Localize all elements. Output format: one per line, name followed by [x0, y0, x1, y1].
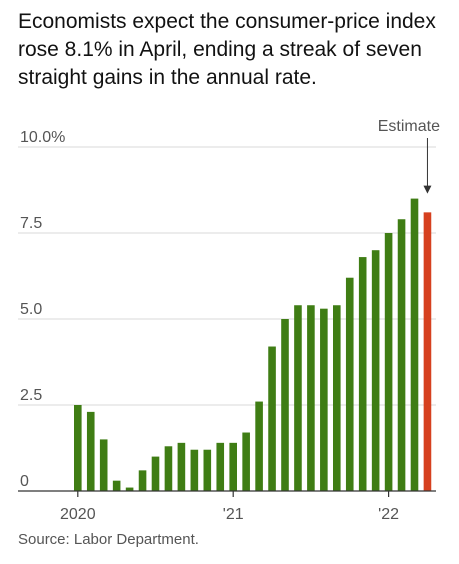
- estimate-arrow-head: [423, 185, 432, 194]
- x-axis: [18, 490, 436, 497]
- bar: [255, 401, 263, 491]
- bar: [333, 305, 341, 491]
- bar: [320, 308, 328, 491]
- bar: [281, 319, 289, 491]
- y-tick-label: 0: [20, 473, 29, 490]
- bar: [384, 233, 393, 491]
- bar: [86, 411, 95, 491]
- bar: [138, 470, 147, 491]
- bar: [164, 446, 173, 491]
- bar: [397, 219, 406, 492]
- bar: [358, 257, 367, 491]
- bar: [371, 250, 380, 491]
- bar: [151, 456, 160, 491]
- x-tick-label: 2020: [60, 506, 96, 523]
- y-axis-tick-labels: 0 2.5 5.0 7.5 10.0%: [20, 129, 65, 490]
- bar: [345, 277, 354, 491]
- estimate-bar: [423, 212, 432, 492]
- bar: [112, 480, 121, 491]
- bar: [294, 305, 302, 491]
- y-tick-label: 10.0%: [20, 129, 65, 146]
- bar: [307, 305, 315, 491]
- x-tick-label: '21: [223, 506, 244, 523]
- bar: [242, 432, 250, 491]
- y-tick-label: 2.5: [20, 387, 42, 404]
- bars: [74, 198, 432, 492]
- bar: [125, 487, 134, 491]
- source-note: Source: Labor Department.: [18, 531, 199, 548]
- bar: [177, 442, 186, 491]
- estimate-annotation: Estimate: [378, 118, 440, 194]
- y-tick-label: 7.5: [20, 215, 42, 232]
- bar: [74, 405, 82, 491]
- y-tick-label: 5.0: [20, 301, 42, 318]
- bar: [268, 346, 276, 491]
- bar: [229, 442, 237, 491]
- x-tick-label: '22: [378, 506, 399, 523]
- bar: [410, 198, 419, 491]
- estimate-label: Estimate: [378, 118, 440, 135]
- x-axis-tick-labels: 2020 '21 '22: [60, 506, 399, 523]
- chart-title: Economists expect the consumer-price ind…: [18, 10, 436, 89]
- bar: [203, 449, 212, 491]
- bar: [99, 439, 108, 491]
- bar: [190, 449, 199, 491]
- bar: [216, 442, 225, 491]
